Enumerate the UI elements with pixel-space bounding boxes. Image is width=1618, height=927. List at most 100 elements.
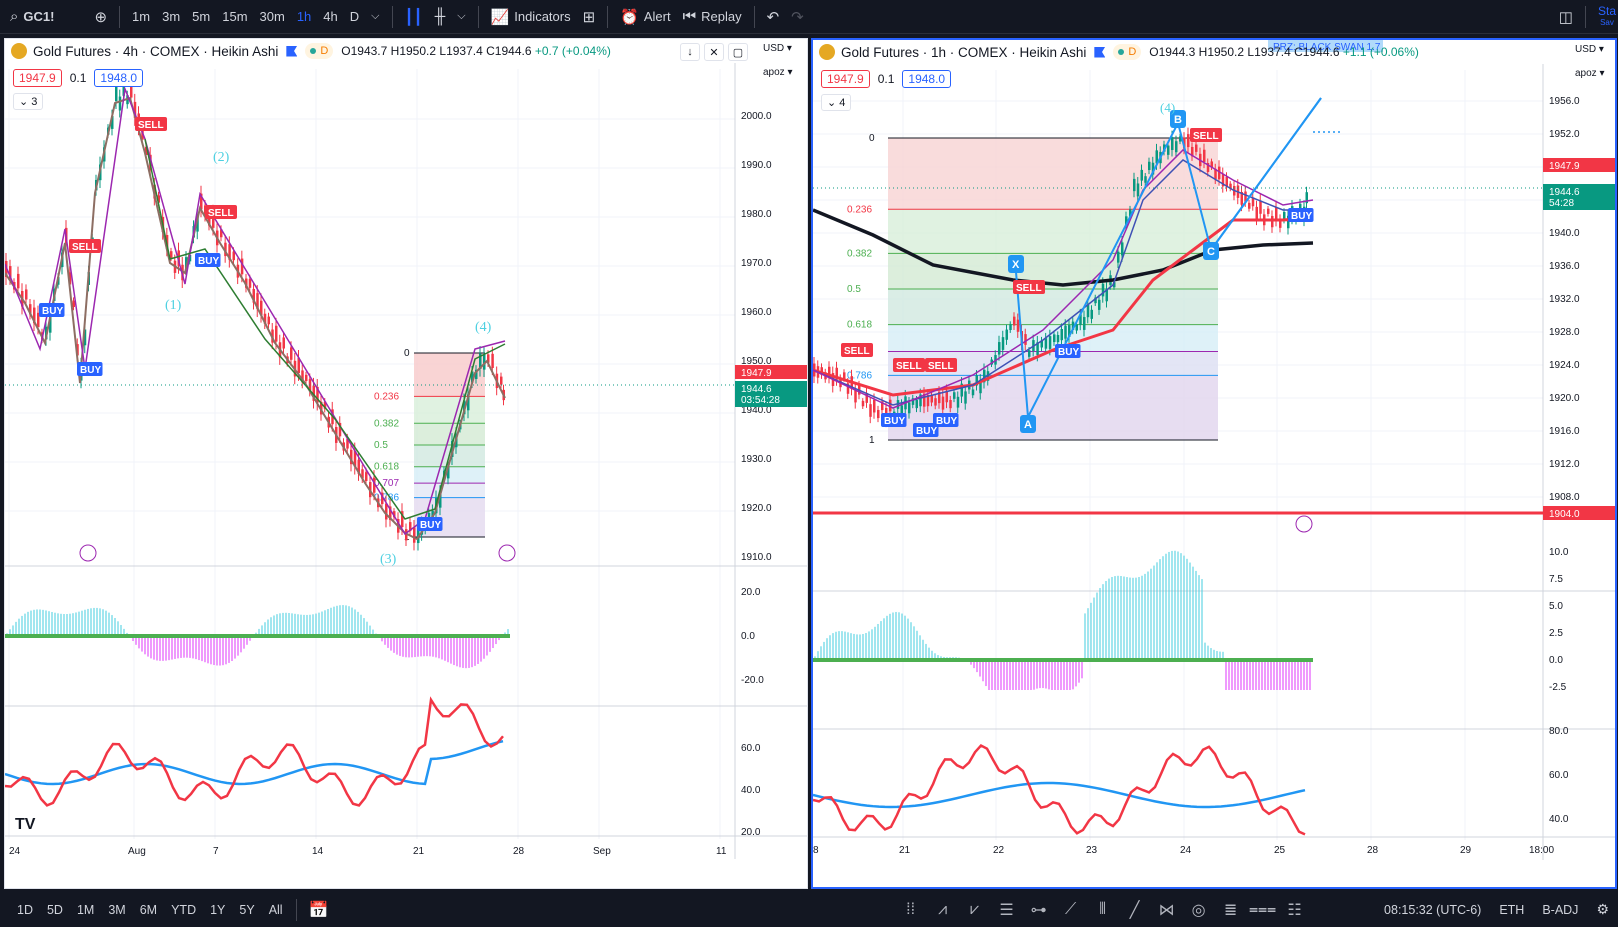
- candle-body: [17, 273, 20, 289]
- axis-mode-selector[interactable]: apoz ▾: [763, 67, 793, 78]
- horizontal-line-icon[interactable]: ⊶: [1030, 901, 1047, 919]
- xabcd-pattern-icon[interactable]: ⋈: [1158, 901, 1175, 919]
- chart-type-candles-button[interactable]: ┃┃: [399, 0, 429, 34]
- harmonic-point-bg: [1170, 110, 1186, 128]
- candle-body: [1214, 168, 1217, 179]
- alert-button[interactable]: ⏰ Alert: [614, 0, 676, 34]
- candle-body: [926, 394, 930, 407]
- redo-button[interactable]: ↷: [785, 0, 810, 34]
- chart-type-dropdown[interactable]: ⌵: [451, 0, 471, 34]
- candle-body: [1113, 282, 1116, 288]
- event-icon: [79, 544, 97, 562]
- timeframe-4h[interactable]: 4h: [317, 0, 343, 34]
- range-3m[interactable]: 3M: [108, 902, 126, 917]
- candle-body: [1148, 161, 1151, 171]
- date-range-icon[interactable]: 📅: [308, 901, 329, 919]
- timeframe-1m[interactable]: 1m: [126, 0, 156, 34]
- replay-button[interactable]: ⏮ Replay: [677, 0, 748, 34]
- timeframe-5m[interactable]: 5m: [186, 0, 216, 34]
- signal-label-bg: [925, 358, 957, 372]
- signal-label-bg: [417, 517, 443, 531]
- layouts-button[interactable]: ⊞: [577, 0, 602, 34]
- currency-selector[interactable]: USD ▾: [763, 43, 792, 54]
- trend-line-icon[interactable]: ╱: [1129, 901, 1140, 919]
- chart-pane-1h[interactable]: 1956.01952.01948.01944.01940.01936.01932…: [811, 38, 1617, 889]
- chart-canvas-1h[interactable]: 1956.01952.01948.01944.01940.01936.01932…: [813, 40, 1615, 887]
- settings-icon[interactable]: ⚙: [1596, 901, 1609, 917]
- candle-body: [389, 506, 392, 520]
- timeframe-label: 5m: [192, 9, 211, 24]
- chart-type-bars-button[interactable]: ╫: [429, 0, 452, 34]
- market-status-badge[interactable]: D: [305, 43, 334, 59]
- candle-body: [350, 449, 353, 465]
- candle-body: [49, 316, 52, 333]
- elliott-wave-icon[interactable]: ⩘: [938, 900, 948, 918]
- drag-handle-icon[interactable]: ⁞⁞: [906, 900, 916, 918]
- range-ytd[interactable]: YTD: [171, 902, 197, 917]
- candle-body: [843, 372, 846, 379]
- candle-body: [1094, 297, 1097, 304]
- range-1y[interactable]: 1Y: [210, 902, 226, 917]
- signal-label-bg: [1013, 280, 1045, 294]
- sell-button[interactable]: 1947.9: [821, 70, 870, 88]
- candle-body: [381, 492, 384, 505]
- candle-body: [1244, 191, 1247, 202]
- range-1m[interactable]: 1M: [76, 902, 95, 917]
- indicators-icon: 📈: [490, 8, 510, 26]
- pitchfork-icon[interactable]: ⫴: [1099, 900, 1106, 918]
- chart-canvas-4h[interactable]: 2000.0 1990.0 1980.0 1970.0 1960.0 1950.0 1940…: [5, 39, 808, 889]
- currency-label: USD: [1575, 44, 1597, 55]
- lightning-icon: [1295, 515, 1313, 533]
- symbol-search[interactable]: ⌕ GC1!: [0, 0, 60, 34]
- price-tick: 1980.0: [741, 209, 772, 220]
- indicators-button[interactable]: 📈 Indicators: [485, 0, 577, 34]
- range-all[interactable]: All: [268, 902, 283, 917]
- maximize-icon[interactable]: ▢: [728, 43, 748, 61]
- fib-timezone-icon[interactable]: ☷: [1287, 901, 1302, 919]
- ray-icon[interactable]: ⟋: [1064, 900, 1077, 918]
- candle-body: [1267, 208, 1270, 214]
- save-area[interactable]: Sta Sav: [1592, 0, 1618, 34]
- current-price-bg: [1543, 184, 1615, 210]
- abc-pattern-icon[interactable]: ⩗: [970, 900, 980, 918]
- timeframe-d[interactable]: D: [344, 0, 365, 34]
- layout-toggle-button[interactable]: ◫: [1553, 0, 1579, 34]
- range-6m[interactable]: 6M: [139, 902, 158, 917]
- axis-mode-selector[interactable]: apoz ▾: [1575, 68, 1605, 79]
- add-symbol-button[interactable]: ⊕: [88, 0, 113, 34]
- currency-label: USD: [763, 43, 785, 54]
- timeframe-1h[interactable]: 1h: [291, 0, 317, 34]
- download-icon[interactable]: ↓: [680, 43, 700, 61]
- timeframe-30m[interactable]: 30m: [254, 0, 291, 34]
- time-tick: 24: [9, 846, 21, 857]
- market-status-badge[interactable]: D: [1113, 44, 1142, 60]
- indicator-collapse-toggle[interactable]: ⌄ 3: [13, 93, 44, 110]
- rsi-tick: 40.0: [1549, 814, 1569, 825]
- buy-button[interactable]: 1948.0: [902, 70, 952, 88]
- range-1d[interactable]: 1D: [17, 902, 33, 917]
- fib-level-label: 0.236: [847, 204, 872, 215]
- chart-pane-4h[interactable]: 2000.0 1990.0 1980.0 1970.0 1960.0 1950.0 1940…: [4, 38, 808, 889]
- fib-extension-icon[interactable]: ⩶: [1248, 900, 1277, 918]
- session-toggle[interactable]: ETH: [1499, 902, 1525, 917]
- candle-body: [865, 392, 868, 403]
- fib-channel-icon[interactable]: ≣: [1223, 901, 1238, 919]
- currency-selector[interactable]: USD ▾: [1575, 44, 1604, 55]
- indicator-collapse-toggle[interactable]: ⌄ 4: [821, 94, 852, 111]
- buy-button[interactable]: 1948.0: [94, 69, 144, 87]
- timeframe-3m[interactable]: 3m: [156, 0, 186, 34]
- range-5y[interactable]: 5Y: [239, 902, 255, 917]
- adjustment-toggle[interactable]: B-ADJ: [1542, 902, 1579, 917]
- fib-retracement-icon[interactable]: ☰: [999, 901, 1014, 919]
- fib-level-label: 0.707: [374, 478, 399, 489]
- clock-display[interactable]: 08:15:32 (UTC-6): [1384, 902, 1482, 917]
- fib-circle-icon[interactable]: ◎: [1191, 901, 1206, 919]
- close-icon[interactable]: ✕: [704, 43, 724, 61]
- timeframe-dropdown[interactable]: ⌵: [365, 0, 385, 34]
- undo-button[interactable]: ↶: [761, 0, 786, 34]
- sell-button[interactable]: 1947.9: [13, 69, 62, 87]
- close-value: C1944.6: [486, 44, 532, 58]
- range-5d[interactable]: 5D: [46, 902, 63, 917]
- timeframe-15m[interactable]: 15m: [216, 0, 253, 34]
- candle-body: [1140, 169, 1143, 181]
